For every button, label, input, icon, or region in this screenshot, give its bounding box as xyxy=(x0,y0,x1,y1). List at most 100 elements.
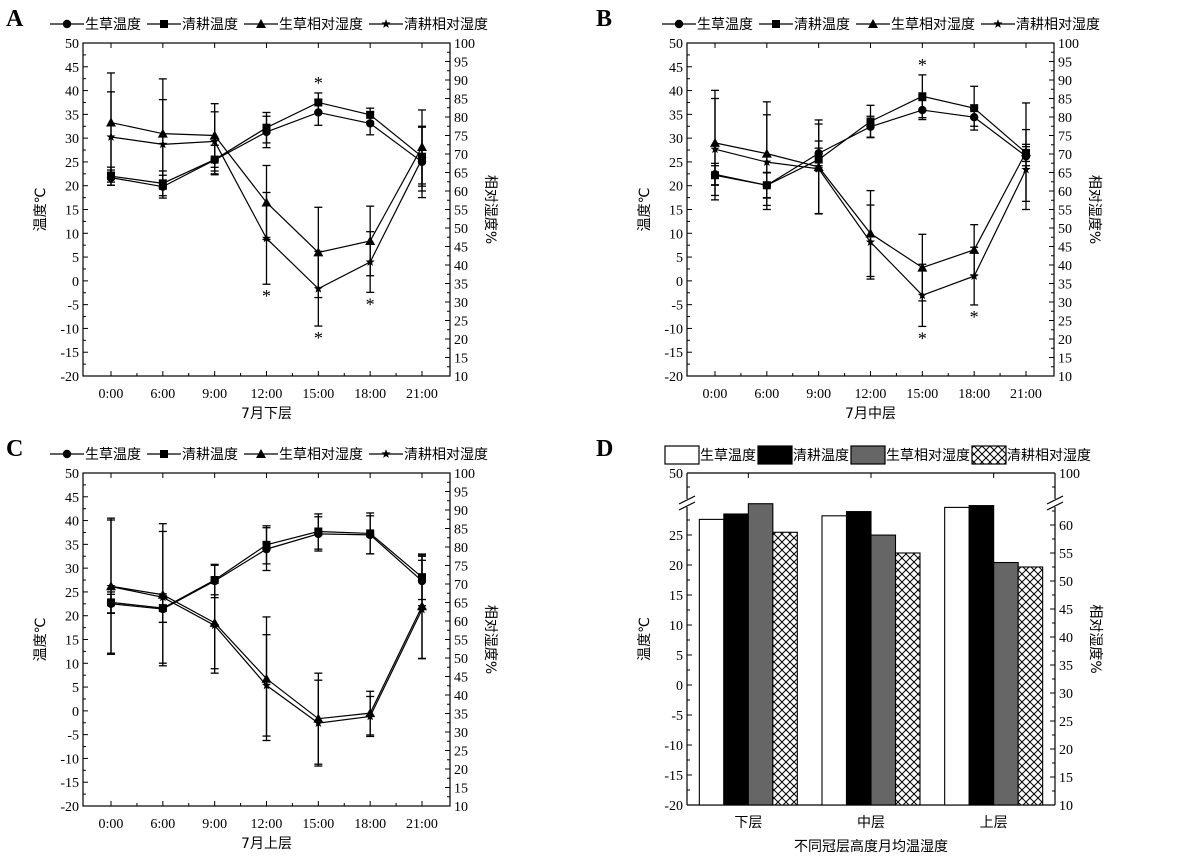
left-tick-label: 5 xyxy=(676,649,683,664)
legend-label: 生草相对湿度 xyxy=(279,447,363,463)
legend-star-icon xyxy=(381,19,391,28)
right-tick-label: 65 xyxy=(454,167,468,182)
left-tick-label: 15 xyxy=(669,589,683,604)
x-tick-label: 9:00 xyxy=(806,387,831,402)
bar-black xyxy=(968,505,995,806)
left-axis: -20 -15 -10 -5 0 5 10 15 20 25 30 35 40 45 50 xyxy=(664,37,692,385)
legend-swatch-gray xyxy=(850,445,886,465)
data-point-square xyxy=(314,98,323,107)
left-tick-label: 50 xyxy=(669,37,683,52)
legend-item: 清耕相对湿度 xyxy=(971,445,1091,465)
legend-item: 清耕相对湿度 xyxy=(981,16,1100,33)
right-axis-title: 相对湿度% xyxy=(482,605,498,674)
left-tick-label: -20 xyxy=(664,370,683,385)
right-tick-label: 65 xyxy=(454,597,468,612)
legend-swatch-white xyxy=(664,445,700,465)
right-tick-label: 45 xyxy=(454,241,468,256)
right-axis: 10 15 20 25 30 35 40 45 50 55 60 65 70 75 80 85 90 95 100 xyxy=(445,467,475,815)
x-tick-label: 0:00 xyxy=(99,387,124,402)
left-tick-label: 0 xyxy=(676,679,683,694)
right-tick-label: 10 xyxy=(1058,370,1072,385)
legend-label: 生草相对湿度 xyxy=(279,17,363,33)
right-tick-label: 80 xyxy=(1058,111,1072,126)
right-tick-label: 60 xyxy=(454,185,468,200)
data-point-star xyxy=(710,144,720,154)
chart-panel-a: A 生草温度 清耕温度 生草相对湿度 清耕相对湿度 -20 -15 -10 -5 0 5 10 15 20… xyxy=(6,6,498,422)
legend-item: 生草温度 xyxy=(50,17,141,33)
right-tick-label: 45 xyxy=(454,671,468,686)
x-tick-label: 18:00 xyxy=(354,817,386,832)
bar-white xyxy=(698,518,725,806)
left-tick-label: 50 xyxy=(65,467,79,482)
axis-break-mark xyxy=(1046,495,1064,505)
right-tick-label: 100 xyxy=(454,37,475,52)
left-tick-label: 15 xyxy=(65,634,79,649)
right-tick-label: 40 xyxy=(1059,631,1073,646)
legend-label: 清耕相对湿度 xyxy=(1007,447,1091,464)
data-point-star xyxy=(158,139,168,149)
right-tick-label: 45 xyxy=(1059,603,1073,618)
right-tick-label: 100 xyxy=(1058,37,1079,52)
right-tick-label: 50 xyxy=(1059,575,1073,590)
right-tick-label: 15 xyxy=(454,782,468,797)
x-tick-label: 6:00 xyxy=(150,387,175,402)
left-tick-label: 15 xyxy=(669,204,683,219)
legend-item: 清耕温度 xyxy=(757,445,849,465)
data-point-star xyxy=(158,592,168,602)
legend-label: 清耕温度 xyxy=(794,16,850,33)
right-tick-label: 55 xyxy=(1058,204,1072,219)
right-tick-label: 70 xyxy=(454,578,468,593)
legend-circle-icon xyxy=(62,449,72,459)
left-tick-label: 50 xyxy=(65,37,79,52)
x-tick-label: 12:00 xyxy=(855,387,887,402)
legend-star-icon xyxy=(993,19,1003,28)
right-tick-label: 50 xyxy=(454,222,468,237)
x-axis-title: 7月上层 xyxy=(241,836,292,852)
significance-asterisk: * xyxy=(918,328,927,348)
left-tick-label: -10 xyxy=(60,752,79,767)
left-tick-label: -15 xyxy=(664,346,683,361)
bar-white xyxy=(944,506,970,806)
left-tick-label: 5 xyxy=(676,251,683,266)
data-point-star xyxy=(1021,164,1031,174)
left-tick-label: -15 xyxy=(60,776,79,791)
left-tick-label: 0 xyxy=(72,705,79,720)
data-point-star xyxy=(365,711,375,721)
right-tick-label: 75 xyxy=(454,130,468,145)
x-axis: 0:00 6:00 9:00 12:00 15:00 18:00 21:00 xyxy=(703,43,1042,402)
right-tick-label: 25 xyxy=(454,745,468,760)
significance-asterisk: * xyxy=(314,328,323,348)
left-tick-label: -10 xyxy=(664,739,683,754)
right-tick-label: 100 xyxy=(1059,467,1080,482)
legend-star-icon xyxy=(381,449,391,458)
left-tick-label: 5 xyxy=(72,681,79,696)
left-tick-label: 45 xyxy=(65,61,79,76)
right-axis-title: 相对湿度% xyxy=(482,175,498,244)
left-tick-label: 40 xyxy=(65,515,79,530)
significance-asterisk: * xyxy=(314,73,323,93)
right-tick-label: 50 xyxy=(1058,222,1072,237)
right-tick-label: 75 xyxy=(454,560,468,575)
left-tick-label: 15 xyxy=(65,204,79,219)
panel-label: A xyxy=(6,6,24,32)
x-tick-label: 中层 xyxy=(857,815,885,831)
right-tick-label: 55 xyxy=(1059,547,1073,562)
left-tick-label: -5 xyxy=(67,729,79,744)
axis-break-mark xyxy=(1046,501,1064,511)
left-tick-label: 10 xyxy=(65,227,79,242)
legend-label: 生草温度 xyxy=(85,447,141,463)
legend-item: 生草温度 xyxy=(662,17,753,33)
legend-square-icon xyxy=(160,450,168,458)
data-point-square xyxy=(366,110,375,119)
left-tick-label: 35 xyxy=(669,108,683,123)
right-tick-label: 10 xyxy=(454,370,468,385)
bar-white xyxy=(821,515,848,806)
data-point-star xyxy=(106,581,116,591)
data-point-star xyxy=(969,271,979,280)
right-tick-label: 55 xyxy=(454,634,468,649)
bar-crosshatch xyxy=(772,531,798,806)
x-axis-title: 7月中层 xyxy=(845,406,896,422)
right-tick-label: 25 xyxy=(1058,315,1072,330)
bar-crosshatch xyxy=(894,552,921,806)
left-tick-label: -15 xyxy=(664,769,683,784)
